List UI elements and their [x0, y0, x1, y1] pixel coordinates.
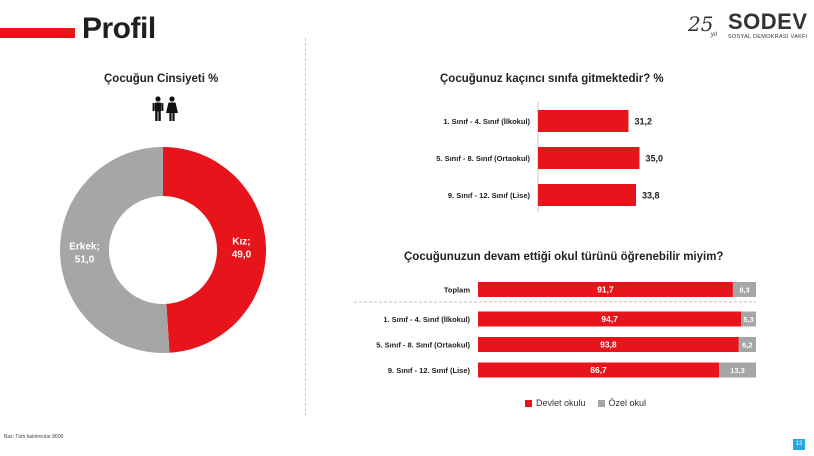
legend-item-public: Devlet okulu: [525, 398, 586, 408]
public-school-segment: [478, 337, 739, 352]
legend-swatch-private: [597, 399, 605, 407]
grade-bar: [538, 184, 637, 206]
grade-value-label: 33,8: [642, 191, 660, 201]
sodev-logo: 25 yıl SODEV SOSYAL DEMOKRASİ VAKFI: [688, 9, 808, 46]
gender-chart-title: Çocuğun Cinsiyeti %: [104, 73, 219, 85]
public-school-segment: [478, 311, 742, 327]
private-school-value: 13,3: [730, 366, 745, 375]
private-school-value: 5,3: [743, 315, 753, 324]
private-school-segment: [741, 311, 756, 327]
donut-label-1: Erkek;: [69, 241, 100, 252]
grade-value-label: 35,0: [646, 154, 664, 164]
panel-divider: [305, 38, 306, 416]
donut-value-1: 51,0: [75, 254, 95, 265]
logo-name: SODEV: [728, 9, 808, 34]
logo-sub: yıl: [711, 32, 717, 38]
legend-swatch-public: [525, 399, 532, 407]
grade-bar: [538, 110, 629, 132]
page-title: Profil: [82, 12, 156, 45]
donut-label-0: Kız;: [232, 237, 250, 248]
school-chart-legend: Devlet okulu Özel okul: [525, 398, 646, 408]
donut-slice-0: [163, 147, 266, 353]
private-school-value: 8,3: [739, 286, 749, 295]
grade-chart-title: Çocuğunuz kaçıncı sınıfa gitmektedir? %: [440, 73, 664, 85]
school-type-stacked-chart: Toplam 91,7 8,3 1. Sınıf - 4. Sınıf (İlkoku…: [354, 282, 756, 378]
private-school-segment: [719, 362, 756, 378]
legend-item-private: Özel okul: [597, 398, 647, 408]
grade-value-label: 31,2: [634, 117, 652, 127]
school-category-label: 5. Sınıf - 8. Sınıf (Ortaokul): [376, 341, 470, 350]
grade-category-label: 5. Sınıf - 8. Sınıf (Ortaokul): [436, 154, 530, 163]
male-female-icon: [152, 96, 178, 121]
public-school-value: 91,7: [597, 285, 614, 295]
school-category-label: Toplam: [444, 286, 470, 295]
public-school-value: 93,8: [600, 340, 617, 350]
page-number-badge: 13: [793, 439, 805, 450]
school-category-label: 9. Sınıf - 12. Sınıf (Lise): [388, 366, 471, 375]
grade-category-label: 1. Sınıf - 4. Sınıf (İlkokul): [443, 117, 530, 126]
base-footnote: Baz: Tüm katılımcılar 8600: [4, 434, 64, 440]
private-school-segment: [738, 337, 756, 352]
donut-value-0: 49,0: [232, 250, 252, 261]
public-school-value: 94,7: [601, 314, 618, 324]
logo-tagline: SOSYAL DEMOKRASİ VAKFI: [728, 34, 808, 40]
gender-donut-chart: Kız; 49,0 Erkek; 51,0: [59, 147, 266, 353]
grade-bar-chart: 1. Sınıf - 4. Sınıf (İlkokul) 31,2 5. Sını…: [436, 102, 664, 212]
legend-label-private: Özel okul: [608, 398, 647, 408]
donut-slice-1: [59, 147, 170, 353]
grade-bar: [538, 147, 640, 169]
public-school-segment: [478, 362, 720, 378]
legend-label-public: Devlet okulu: [536, 398, 586, 408]
logo-number: 25: [688, 12, 714, 36]
grade-category-label: 9. Sınıf - 12. Sınıf (Lise): [448, 191, 531, 200]
school-category-label: 1. Sınıf - 4. Sınıf (İlkokul): [383, 315, 470, 324]
title-accent-bar: [0, 28, 75, 38]
private-school-value: 6,2: [742, 341, 752, 350]
public-school-segment: [478, 282, 733, 297]
public-school-value: 86,7: [590, 365, 607, 375]
school-chart-title: Çocuğunuzun devam ettiği okul türünü öğr…: [404, 251, 724, 263]
private-school-segment: [732, 282, 756, 297]
